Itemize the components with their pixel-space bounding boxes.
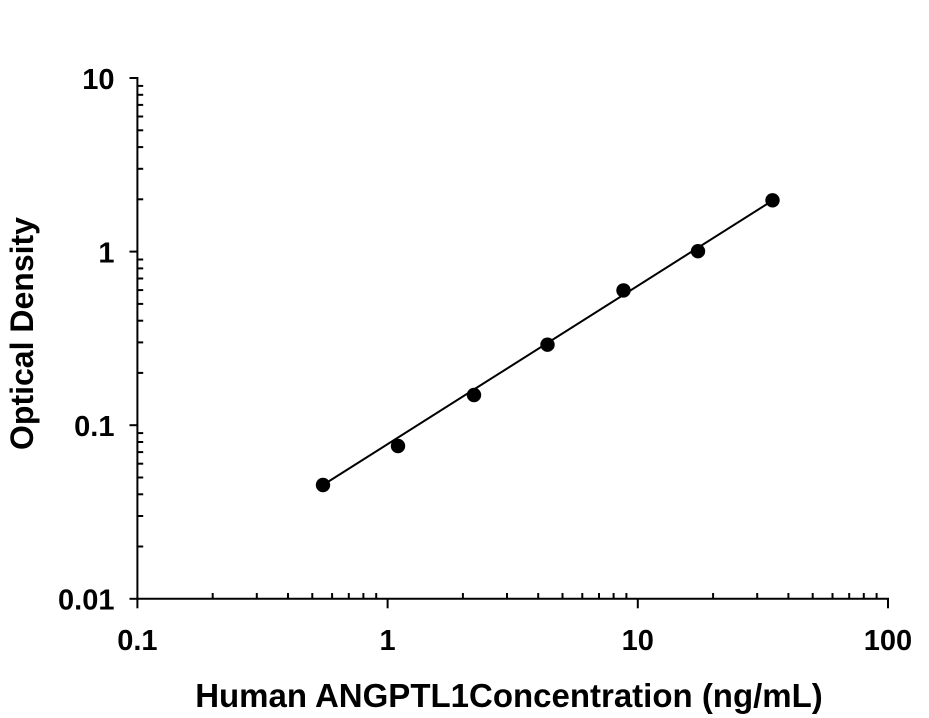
- svg-text:0.1: 0.1: [117, 625, 157, 657]
- svg-text:0.1: 0.1: [74, 411, 114, 443]
- svg-text:Human ANGPTL1Concentration (ng: Human ANGPTL1Concentration (ng/mL): [195, 677, 823, 714]
- svg-text:Optical Density: Optical Density: [4, 217, 40, 450]
- svg-text:1: 1: [98, 237, 114, 269]
- svg-text:10: 10: [622, 625, 654, 657]
- svg-text:0.01: 0.01: [58, 585, 114, 617]
- svg-text:10: 10: [82, 64, 114, 96]
- svg-text:1: 1: [380, 625, 396, 657]
- svg-text:100: 100: [864, 625, 912, 657]
